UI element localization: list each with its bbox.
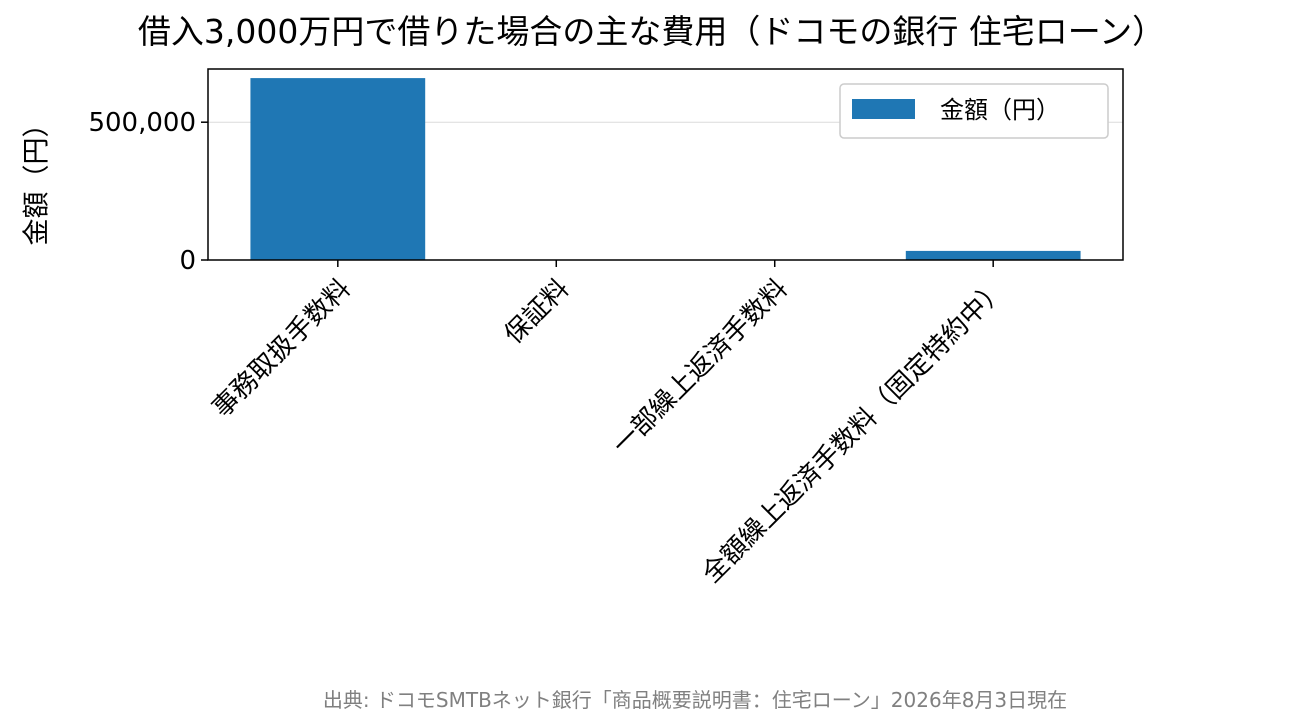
y-tick-layer: 0 500,000 xyxy=(88,108,208,276)
legend-label: 金額（円） xyxy=(940,96,1060,124)
x-tick-label: 一部繰上返済手数料 xyxy=(607,274,794,461)
bar xyxy=(905,250,1081,260)
x-tick-label: 事務取扱手数料 xyxy=(207,274,357,424)
plot-frame xyxy=(207,68,1124,261)
source-note: 出典: ドコモSMTBネット銀行「商品概要説明書：住宅ローン」2026年8月3日… xyxy=(322,688,1068,712)
legend-box xyxy=(839,83,1109,139)
legend-swatch xyxy=(852,99,915,119)
x-tick-label: 保証料 xyxy=(499,274,575,350)
chart-title: 借入3,000万円で借りた場合の主な費用（ドコモの銀行 住宅ローン） xyxy=(137,12,1166,51)
bar xyxy=(250,78,426,260)
y-tick-label: 500,000 xyxy=(88,108,196,138)
bar-layer xyxy=(250,78,1081,260)
y-tick-label: 0 xyxy=(179,246,196,276)
legend: 金額（円） xyxy=(839,83,1109,139)
